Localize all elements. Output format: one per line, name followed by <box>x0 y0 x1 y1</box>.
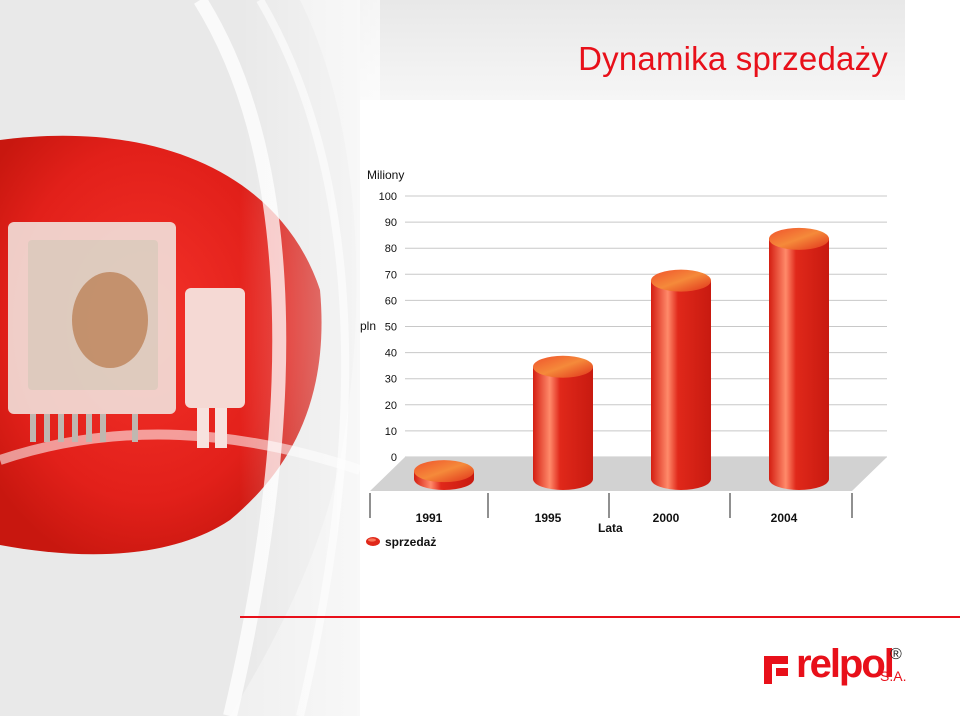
logo-mark-icon <box>764 656 788 684</box>
y-tick-label: 30 <box>385 374 397 386</box>
x-axis-label: Lata <box>598 521 623 535</box>
y-tick-label: 80 <box>385 243 397 255</box>
x-tick-label: 2000 <box>653 511 680 525</box>
y-tick-label: 0 <box>391 452 397 464</box>
y-tick-label: 10 <box>385 426 397 438</box>
page-title: Dynamika sprzedaży <box>578 40 888 77</box>
logo-suffix: S.A. <box>880 668 907 684</box>
y-tick-label: 20 <box>385 400 397 412</box>
y-axis-label: pln <box>360 319 377 333</box>
logo-text: relpol <box>796 642 895 686</box>
logo-registered-mark: ® <box>890 646 902 663</box>
bar-1995 <box>533 355 593 490</box>
bar-1991 <box>414 460 474 490</box>
legend-label: sprzedaż <box>385 535 437 549</box>
y-tick-label: 50 <box>385 322 397 334</box>
y-tick-label: 100 <box>379 191 397 203</box>
y-tick-label: 90 <box>385 217 397 229</box>
relpol-logo: relpol ® S.A. <box>760 642 910 690</box>
chart-floor <box>370 457 887 491</box>
y-tick-label: 60 <box>385 295 397 307</box>
relay-device-image <box>8 222 245 448</box>
bar-2004 <box>769 227 829 490</box>
x-tick-label: 1995 <box>535 511 562 525</box>
y-axis-unit: Miliony <box>367 168 405 182</box>
x-tick-label: 2004 <box>771 511 798 525</box>
y-tick-label: 40 <box>385 348 397 360</box>
x-tick-label: 1991 <box>416 511 443 525</box>
y-tick-label: 70 <box>385 269 397 281</box>
legend-swatch <box>366 537 380 546</box>
bar-2000 <box>651 269 711 490</box>
